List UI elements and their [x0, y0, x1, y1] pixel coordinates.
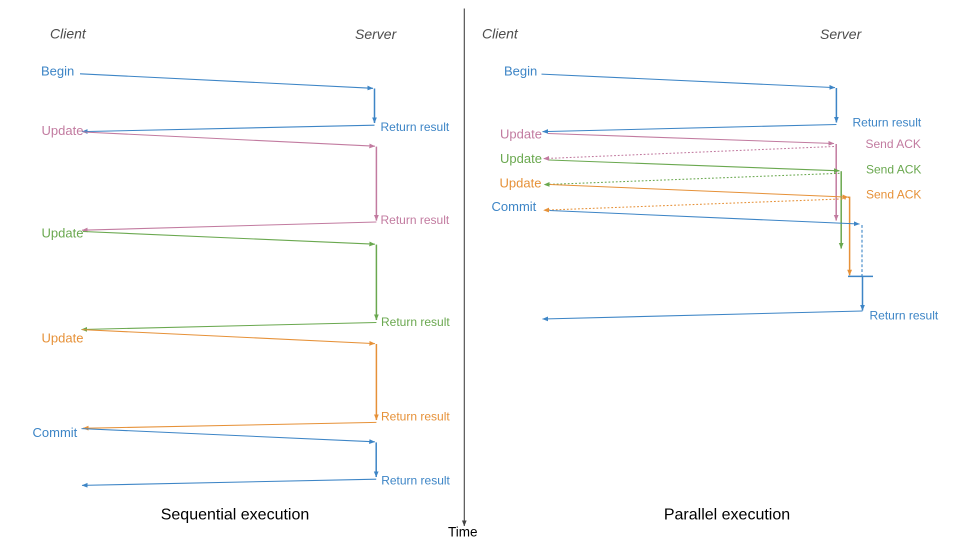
svg-text:Return result: Return result [381, 213, 450, 227]
svg-text:Update: Update [500, 127, 542, 142]
svg-text:Return result: Return result [381, 315, 450, 329]
svg-text:Update: Update [500, 151, 542, 166]
svg-text:Sequential execution: Sequential execution [161, 507, 310, 524]
svg-text:Client: Client [50, 26, 87, 42]
svg-text:Send ACK: Send ACK [866, 187, 921, 201]
svg-text:Return result: Return result [853, 115, 922, 129]
svg-text:Client: Client [482, 26, 519, 42]
svg-text:Commit: Commit [492, 199, 537, 214]
svg-text:Return result: Return result [870, 308, 939, 322]
svg-text:Update: Update [500, 176, 542, 191]
svg-text:Commit: Commit [33, 425, 78, 440]
svg-text:Begin: Begin [41, 64, 74, 79]
svg-text:Update: Update [42, 123, 84, 138]
svg-text:Send ACK: Send ACK [866, 162, 921, 176]
svg-text:Return result: Return result [381, 474, 450, 488]
svg-text:Return result: Return result [381, 409, 450, 423]
svg-text:Server: Server [355, 26, 398, 42]
svg-text:Update: Update [42, 225, 84, 240]
svg-text:Return result: Return result [381, 120, 450, 134]
svg-text:Time: Time [448, 525, 478, 540]
svg-text:Parallel execution: Parallel execution [664, 507, 790, 524]
svg-text:Server: Server [820, 26, 863, 42]
svg-text:Send ACK: Send ACK [866, 137, 921, 151]
svg-text:Update: Update [42, 330, 84, 345]
svg-text:Begin: Begin [504, 64, 537, 79]
